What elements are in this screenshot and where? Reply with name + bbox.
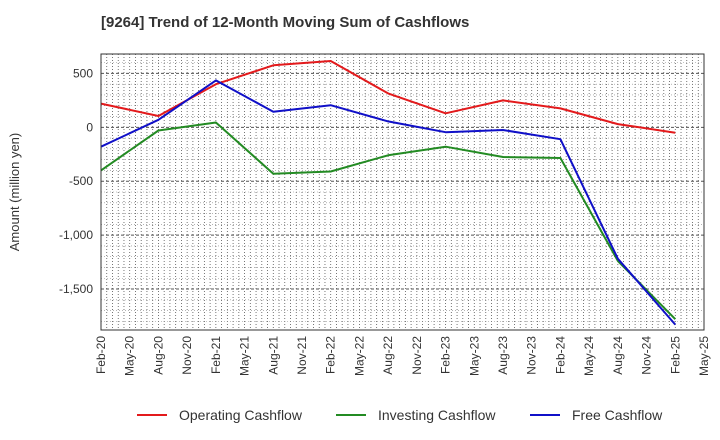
x-tick-label: Feb-23 — [439, 336, 453, 374]
x-tick-label: Feb-22 — [324, 336, 338, 374]
x-tick-label: Feb-20 — [94, 336, 108, 374]
x-tick-label: May-22 — [352, 336, 366, 376]
legend-label: Operating Cashflow — [179, 407, 303, 423]
x-tick-label: May-25 — [697, 336, 711, 376]
series-line-free-cashflow — [100, 79, 677, 326]
plot-border — [100, 53, 705, 331]
y-axis-title: Amount (million yen) — [7, 133, 22, 252]
y-tick-label: -500 — [69, 174, 93, 188]
x-tick-label: Nov-22 — [410, 336, 424, 375]
x-tick-label: May-20 — [123, 336, 137, 376]
x-tick-label: Nov-24 — [640, 336, 654, 375]
legend: Operating Cashflow Investing Cashflow Free… — [137, 407, 663, 423]
x-tick-label: Aug-22 — [381, 336, 395, 375]
x-tick-label: Feb-24 — [553, 336, 567, 374]
x-tick-label: Nov-20 — [180, 336, 194, 375]
x-tick-label: May-24 — [582, 336, 596, 376]
series-lines — [100, 60, 677, 326]
y-tick-label: -1,000 — [59, 228, 93, 242]
y-tick-label: -1,500 — [59, 282, 93, 296]
x-tick-label: Aug-20 — [151, 336, 165, 375]
x-tick-label: Aug-24 — [611, 336, 625, 375]
x-tick-label: Feb-21 — [209, 336, 223, 374]
x-tick-label: Aug-21 — [266, 336, 280, 375]
legend-label: Investing Cashflow — [378, 407, 496, 423]
series-line-operating-cashflow — [100, 60, 676, 134]
y-tick-label: 0 — [86, 120, 93, 134]
y-tick-labels: 500 0 -500 -1,000 -1,500 — [59, 66, 93, 296]
x-tick-label: May-21 — [238, 336, 252, 376]
x-tick-label: Nov-23 — [525, 336, 539, 375]
plot-background — [101, 54, 704, 330]
chart-title: [9264] Trend of 12-Month Moving Sum of C… — [101, 14, 470, 31]
x-tick-label: Feb-25 — [668, 336, 682, 374]
legend-label: Free Cashflow — [572, 407, 663, 423]
x-tick-label: May-23 — [467, 336, 481, 376]
x-tick-label: Nov-21 — [295, 336, 309, 375]
y-tick-label: 500 — [73, 66, 93, 80]
x-tick-labels: Feb-20 May-20 Aug-20 Nov-20 Feb-21 May-21 Aug-… — [94, 336, 711, 376]
series-line-investing-cashflow — [100, 121, 677, 320]
x-tick-label: Aug-23 — [496, 336, 510, 375]
